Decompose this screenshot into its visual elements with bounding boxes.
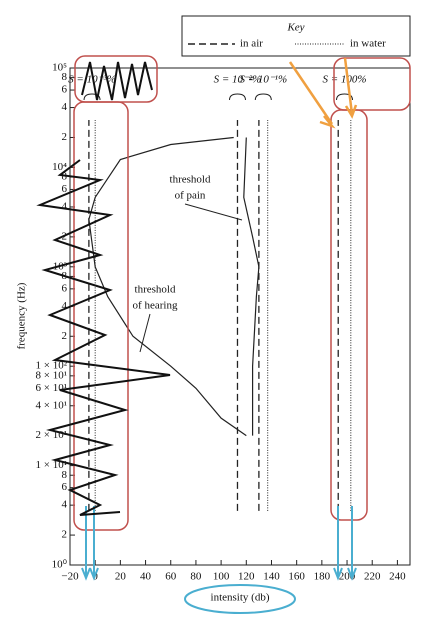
key-air-label: in air (240, 38, 263, 50)
curve-label-arrow (184, 203, 243, 221)
y-tick-label: 6 × 10¹ (35, 382, 67, 394)
x-tick-label: 100 (213, 571, 230, 583)
y-tick-label: 2 (62, 330, 68, 342)
level-brace (336, 93, 354, 101)
y-tick-label: 6 (62, 183, 68, 195)
level-brace (83, 93, 101, 101)
red-box (333, 57, 411, 111)
x-tick-label: 160 (288, 571, 305, 583)
y-tick-label: 10⁵ (52, 62, 67, 74)
y-tick-label: 4 (62, 499, 68, 511)
x-tick-label: 240 (389, 571, 406, 583)
x-tick-label: 120 (238, 571, 255, 583)
curve-label: of pain (175, 190, 206, 202)
key: Key in air in water (181, 15, 411, 57)
x-tick-label: 220 (364, 571, 381, 583)
y-tick-label: 6 (62, 282, 68, 294)
y-tick-label: 1 × 10² (35, 360, 67, 372)
y-tick-label: 6 (62, 481, 68, 493)
curve-label: threshold (170, 174, 211, 186)
marks: −20 0 20 40 60 80 100 120 140 160 180 200 220 24010⁰2… (35, 62, 406, 583)
y-tick-label: 2 (62, 131, 68, 143)
blue-arrow (85, 506, 353, 576)
y-tick-label: 8 (62, 469, 68, 481)
x-axis-label: intensity (db) (211, 592, 270, 604)
red-box (73, 101, 129, 531)
y-tick-label: 2 (62, 529, 68, 541)
y-tick-label: 10⁰ (52, 559, 68, 571)
x-tick-label: 80 (190, 571, 202, 583)
scribble (36, 159, 171, 516)
y-tick-label: 1 × 10¹ (35, 459, 67, 471)
curve (88, 136, 247, 437)
y-tick-label: 8 × 10¹ (35, 369, 67, 381)
plot-frame (69, 67, 411, 566)
x-tick-label: 140 (263, 571, 280, 583)
blue-circle (184, 584, 296, 614)
annotations (36, 55, 411, 614)
level-label: S = 10⁻¹% (239, 74, 287, 86)
curve-label: threshold (135, 284, 176, 296)
y-tick-label: 6 (62, 84, 68, 96)
curve-label: of hearing (133, 300, 178, 312)
y-tick-label: 10⁴ (52, 161, 67, 173)
scribble (81, 61, 153, 101)
level-label: S = 10⁻³% (68, 74, 116, 86)
x-tick-label: 60 (165, 571, 177, 583)
level-brace (254, 93, 272, 101)
y-tick-label: 4 (62, 200, 68, 212)
blue-arrowhead (81, 567, 357, 581)
y-tick-label: 4 (62, 101, 68, 113)
x-tick-label: 180 (314, 571, 331, 583)
x-tick-label: 40 (140, 571, 152, 583)
orange-arrow (288, 57, 354, 125)
key-water-label: in water (350, 38, 386, 50)
x-tick-label: 20 (115, 571, 127, 583)
curve (243, 137, 260, 436)
key-box (181, 15, 411, 57)
y-tick-label: 4 × 10¹ (35, 399, 67, 411)
x-tick-label: −20 (61, 571, 79, 583)
level-brace (228, 93, 246, 101)
curve-label-arrow (139, 313, 151, 353)
red-box (330, 109, 368, 521)
level-label: S = 10⁻²% (214, 74, 262, 86)
y-axis-label: frequency (Hz) (16, 282, 28, 349)
level-label: S = 100% (322, 74, 366, 86)
y-tick-label: 4 (62, 300, 68, 312)
orange-arrowhead (319, 104, 358, 129)
key-title: Key (286, 22, 304, 34)
y-tick-label: 8 (62, 71, 68, 83)
